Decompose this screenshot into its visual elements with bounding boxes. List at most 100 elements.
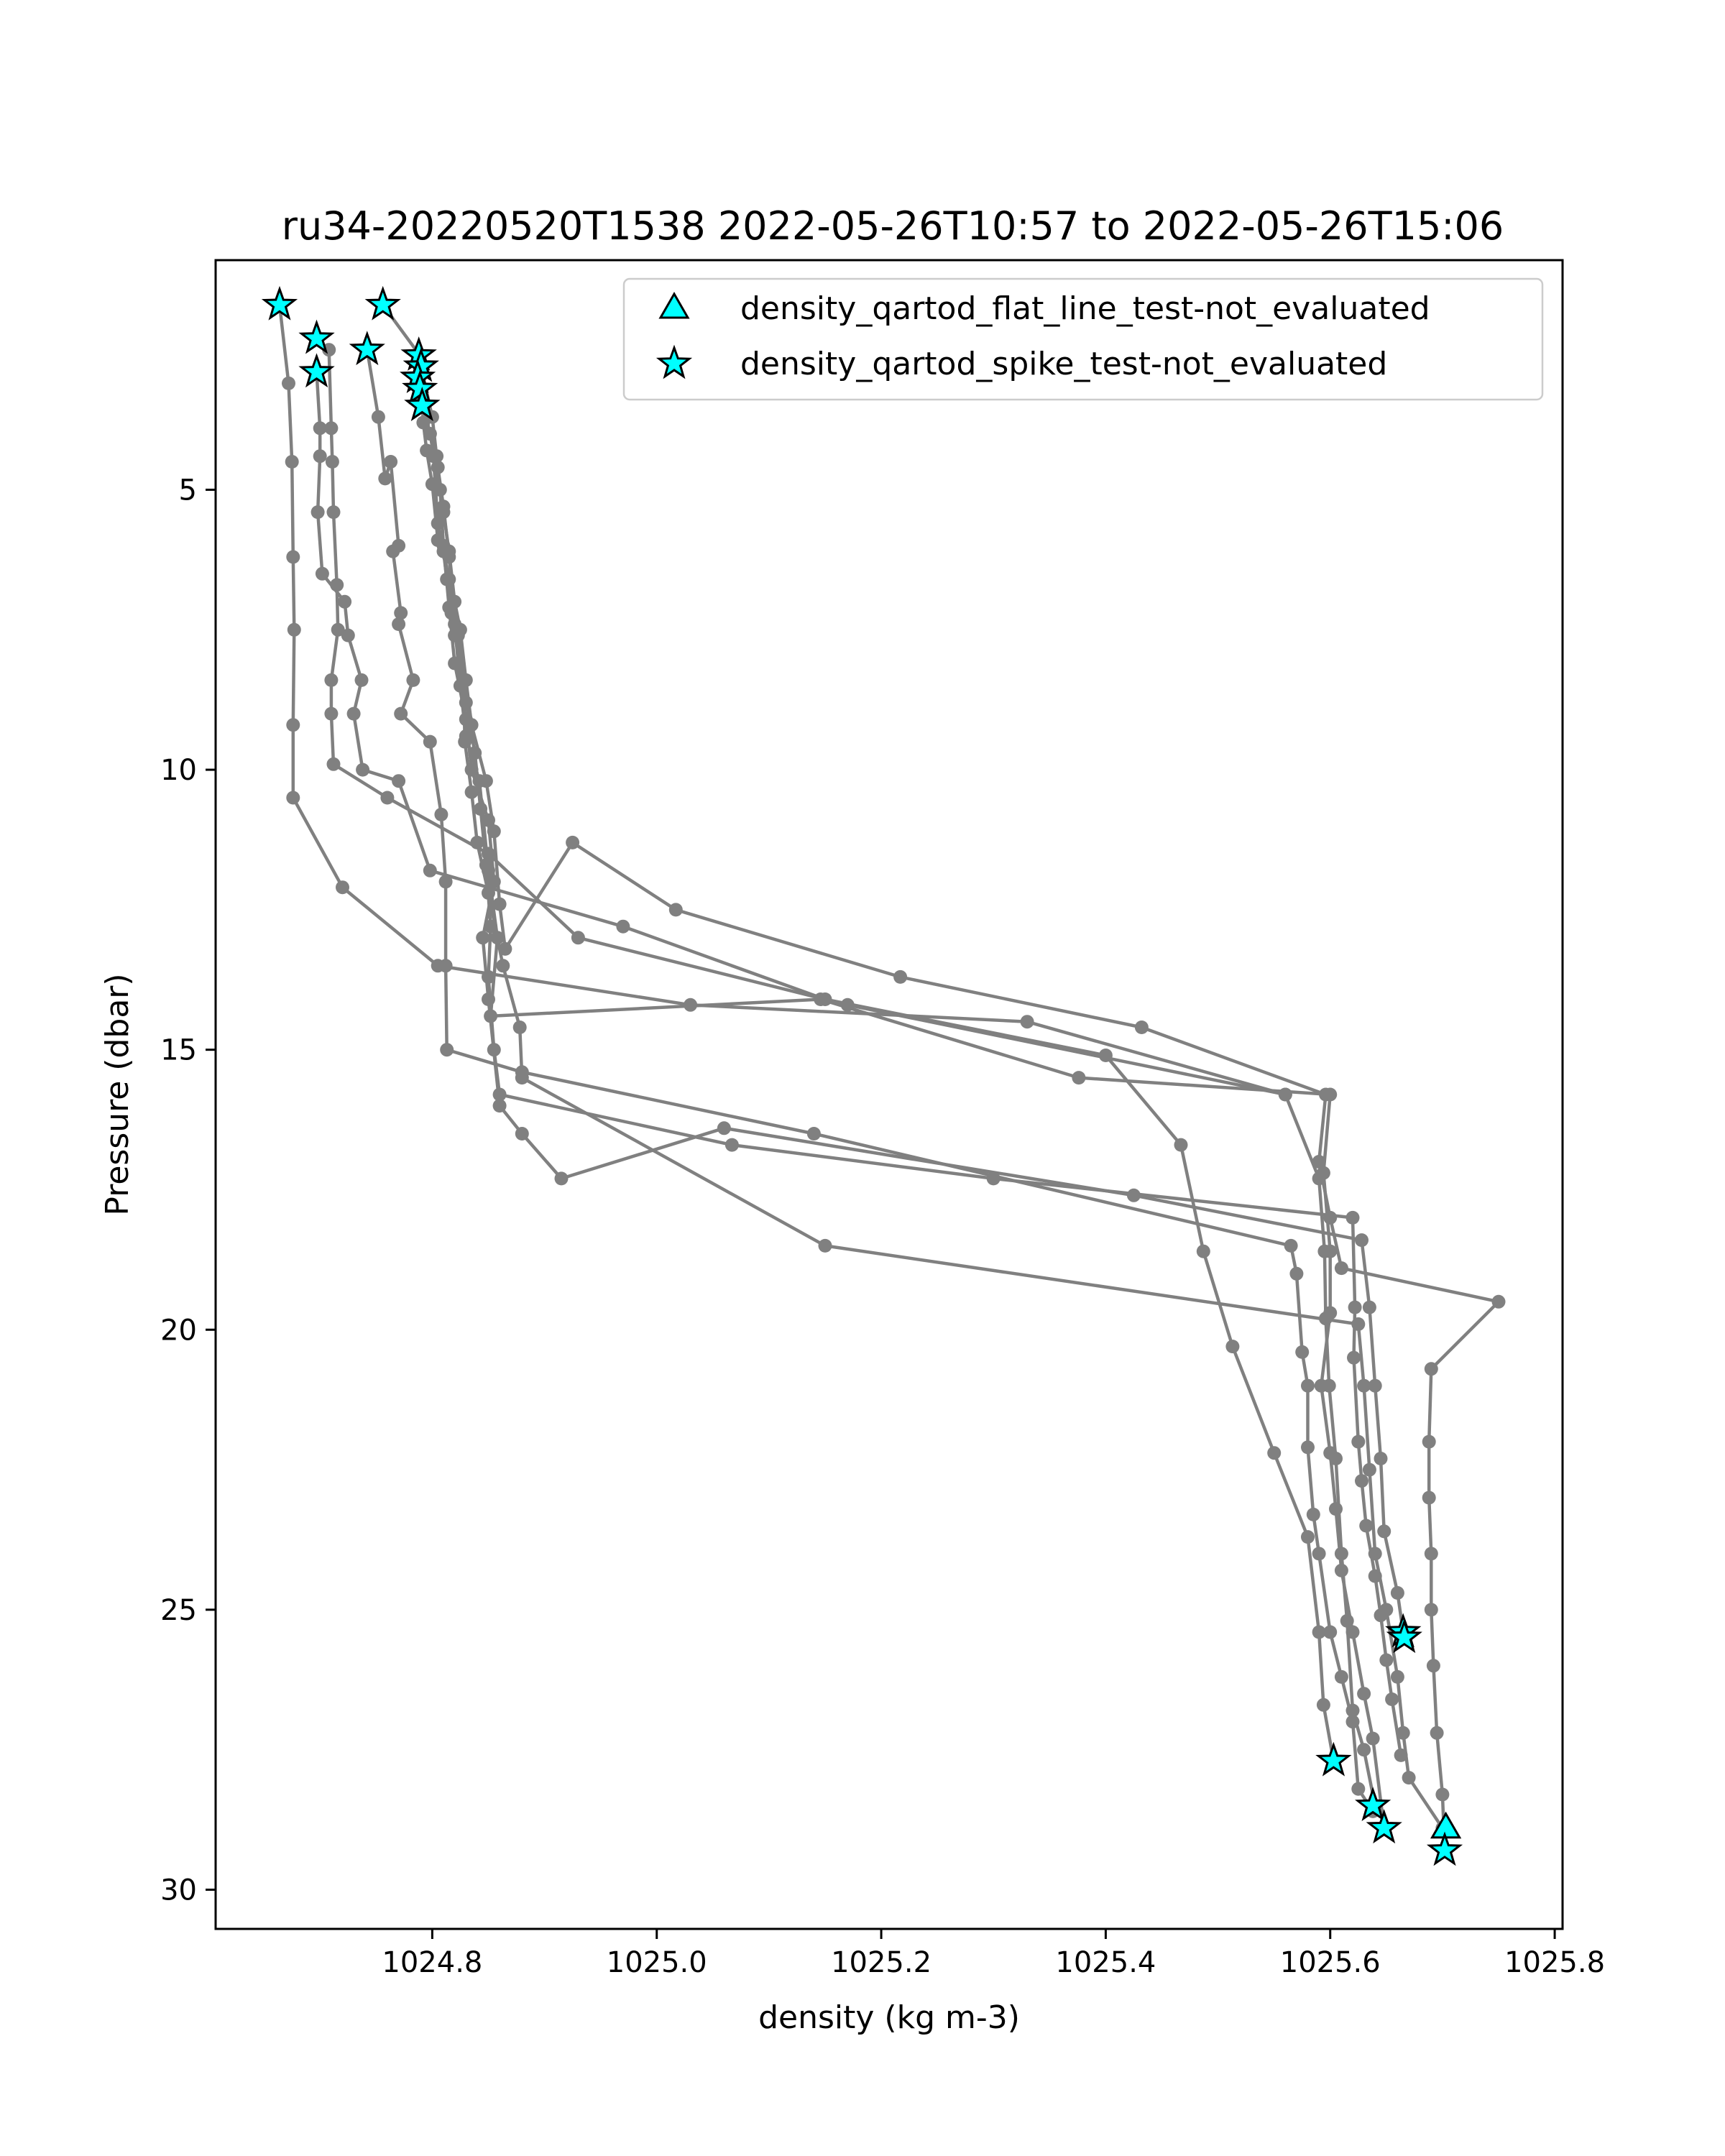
profile-9	[426, 449, 1408, 1762]
profile-point	[1323, 1625, 1338, 1639]
profile-point	[1355, 1233, 1368, 1248]
profile-point	[331, 622, 345, 637]
profile-point	[392, 774, 406, 788]
profile-point	[378, 471, 392, 486]
profile-point	[431, 516, 445, 530]
profile-point	[818, 1238, 832, 1253]
spike-test-star-marker	[298, 319, 335, 354]
profile-point	[571, 931, 585, 945]
profiles-layer	[272, 298, 1506, 1858]
legend-entry-label: density_qartod_spike_test-not_evaluated	[740, 346, 1387, 382]
profile-point	[1374, 1608, 1388, 1623]
profile-point	[1390, 1669, 1404, 1684]
profile-point	[1424, 1362, 1438, 1376]
profile-point	[451, 628, 465, 642]
profile-point	[1396, 1726, 1410, 1740]
profile-point	[616, 919, 630, 934]
profile-point	[487, 1043, 501, 1057]
profile-point	[496, 959, 510, 973]
profile-point	[392, 617, 406, 631]
profile-point	[1357, 1743, 1371, 1757]
profile-point	[426, 449, 441, 464]
profile-point	[1374, 1452, 1388, 1465]
profile-point	[282, 376, 295, 390]
profile-point	[1314, 1378, 1328, 1393]
profile-point	[484, 919, 498, 934]
profile-point	[1334, 1669, 1348, 1684]
spike-test-star-marker	[298, 353, 335, 388]
profile-point	[1301, 1378, 1315, 1393]
profile-point	[1072, 1071, 1086, 1085]
profile-point	[806, 1127, 821, 1141]
flag-markers-layer	[261, 285, 1463, 1866]
profile-point	[326, 505, 341, 520]
legend-triangle-icon	[658, 291, 690, 319]
profile-point	[380, 791, 395, 805]
profile-point	[324, 673, 339, 687]
profile-point	[1351, 1434, 1366, 1449]
profile-point	[1424, 1603, 1438, 1617]
profile-point	[356, 763, 370, 777]
profile-point	[1359, 1519, 1374, 1533]
profile-point	[434, 807, 448, 821]
profile-point	[286, 550, 300, 564]
profile-point	[1357, 1378, 1371, 1393]
profile-point	[310, 505, 325, 520]
profile-point	[354, 673, 369, 687]
legend-box	[622, 277, 1544, 401]
profile-point	[438, 875, 453, 889]
legend-entries: density_qartod_flat_line_test-not_evalua…	[656, 290, 1430, 382]
profile-point	[487, 824, 501, 839]
legend-star-icon	[656, 344, 693, 379]
x-tick-label: 1025.0	[607, 1946, 707, 1979]
y-tick-label: 20	[160, 1314, 197, 1347]
profile-point	[1348, 1300, 1362, 1314]
profile-point	[1020, 1015, 1034, 1029]
spike-test-star-marker	[1386, 1618, 1422, 1654]
profile-point	[566, 835, 580, 849]
profile-point	[326, 757, 341, 771]
profile-point	[476, 931, 490, 945]
profile-point	[287, 622, 301, 637]
profile-point	[1357, 1687, 1371, 1701]
profile-point	[1284, 1238, 1298, 1253]
profile-point	[1368, 1569, 1382, 1583]
profile-point	[1323, 1210, 1338, 1225]
profile-point	[459, 729, 473, 743]
profile-point	[386, 544, 400, 558]
profile-point	[1196, 1244, 1210, 1258]
spike-test-star-marker	[1355, 1787, 1392, 1822]
profile-point	[1426, 1659, 1440, 1673]
profile-point	[490, 931, 505, 945]
profile-point	[1323, 1244, 1338, 1258]
profile-point	[313, 421, 327, 436]
profile-point	[440, 1043, 454, 1057]
profile-point	[1346, 1210, 1360, 1225]
profile-point	[324, 706, 339, 721]
profile-point	[1316, 1697, 1330, 1712]
profile-point	[336, 880, 349, 895]
profile-point	[1312, 1155, 1326, 1169]
profile-point	[1334, 1563, 1348, 1577]
spike-test-star-marker	[1366, 1809, 1402, 1844]
profile-point	[1312, 1547, 1326, 1561]
y-axis-label: Pressure (dbar)	[99, 973, 136, 1215]
profile-point	[1390, 1586, 1404, 1600]
profile-point	[1366, 1731, 1380, 1746]
profile-point	[341, 628, 355, 642]
profile-point	[498, 941, 512, 956]
profile-point	[986, 1171, 1000, 1186]
profile-point	[1301, 1530, 1315, 1544]
profile-4	[360, 343, 1380, 1818]
profile-point	[436, 505, 451, 520]
x-axis: 1024.8 1025.0 1025.2 1025.4 1025.6 1025.8	[382, 1929, 1605, 1979]
profile-point	[1346, 1625, 1360, 1639]
spike-test-star-marker	[404, 387, 441, 422]
spike-test-star-marker	[1315, 1741, 1352, 1777]
profile-point	[384, 455, 398, 469]
profile-point	[338, 594, 352, 609]
profile-point	[1362, 1462, 1376, 1477]
profile-point	[814, 992, 828, 1006]
profile-point	[286, 791, 300, 805]
